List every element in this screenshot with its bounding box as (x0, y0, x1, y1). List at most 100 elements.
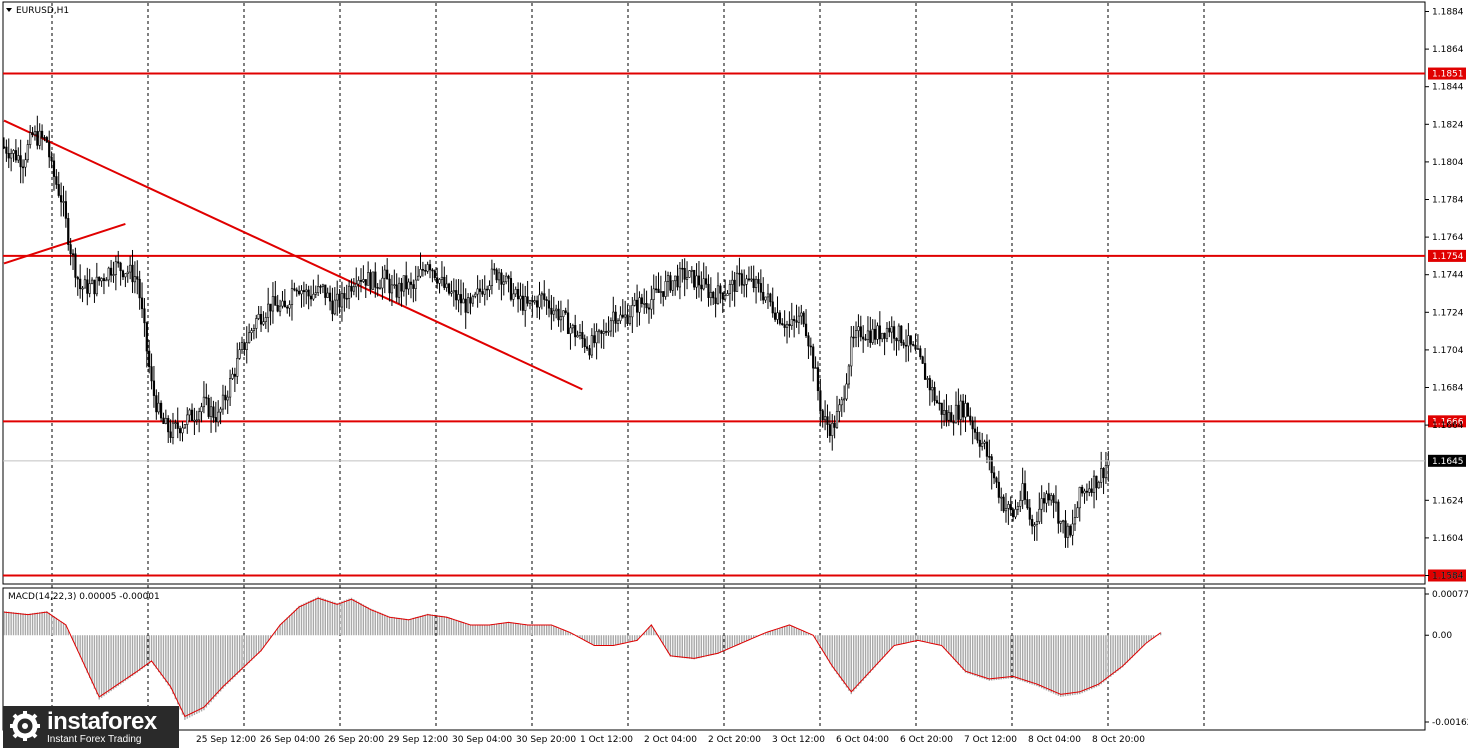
candle-body (233, 373, 236, 377)
candle-body (443, 276, 446, 288)
candle-body (533, 300, 536, 303)
candle-body (995, 477, 998, 483)
trendlines[interactable] (3, 119, 583, 391)
candle-body (962, 400, 965, 418)
candle-body (764, 296, 767, 301)
candle-body (93, 279, 96, 295)
candle-body (740, 273, 743, 286)
candle-body (647, 307, 651, 310)
candle-body (252, 328, 256, 331)
candle-body (550, 307, 553, 315)
candle-body (1095, 475, 1098, 489)
candle-body (1104, 465, 1108, 479)
candle-body (702, 278, 705, 290)
candle-body (500, 272, 503, 285)
candle-body (878, 325, 881, 340)
candle-body (209, 406, 213, 417)
candle-body (507, 275, 510, 279)
candle-body (907, 335, 910, 347)
candle-body (390, 284, 394, 294)
candle-body (747, 278, 751, 281)
title-dropdown-icon[interactable] (6, 8, 12, 12)
candle-body (240, 342, 244, 350)
candle-body (374, 271, 377, 288)
candle-body (721, 292, 724, 300)
candle-body (371, 271, 375, 290)
candle-body (466, 297, 470, 313)
candle-body (947, 412, 950, 421)
candle-body (605, 331, 608, 333)
candle-body (578, 332, 582, 336)
candle-body (397, 282, 401, 298)
candle-body (1097, 482, 1100, 489)
candle-body (345, 297, 348, 300)
time-tick-label: 2 Oct 20:00 (708, 735, 761, 745)
candle-body (819, 390, 822, 411)
time-tick-label: 2 Oct 04:00 (644, 735, 697, 745)
candle-body (407, 281, 410, 290)
candle-body (181, 427, 184, 434)
candle-body (581, 332, 584, 340)
candle-body (821, 410, 824, 421)
candle-body (1057, 501, 1060, 524)
candle-body (754, 278, 758, 289)
candle-body (19, 155, 22, 168)
candle-body (959, 400, 962, 420)
candle-body (417, 275, 420, 281)
candle-body (133, 276, 137, 283)
candle-body (340, 293, 344, 308)
candle-body (616, 320, 620, 324)
candle-body (714, 297, 717, 304)
candle-body (555, 308, 558, 312)
candle-body (716, 285, 720, 304)
candle-body (835, 411, 839, 428)
candle-body (966, 403, 969, 417)
candle-body (100, 278, 103, 282)
candle-body (628, 316, 632, 324)
candle-body (62, 201, 65, 203)
candle-body (126, 271, 129, 274)
candle-body (1028, 507, 1031, 520)
candle-body (445, 283, 448, 288)
candle-body (69, 244, 72, 255)
candle-body (438, 279, 441, 284)
candle-body (952, 421, 955, 424)
candle-body (107, 267, 110, 281)
candle-body (881, 332, 884, 340)
candle-body (276, 305, 279, 312)
price-tick-label: 1.1684 (1432, 384, 1464, 394)
candle-body (850, 336, 853, 367)
horizontal-levels[interactable]: 1.1851 1.1754 1.1666 1.1584 (3, 67, 1466, 582)
candle-body (1047, 493, 1050, 501)
candle-body (576, 335, 579, 338)
candle-body (321, 284, 325, 287)
candle-body (229, 378, 232, 398)
candle-body (124, 273, 127, 278)
candle-body (236, 357, 239, 377)
candle-body (226, 396, 229, 401)
candle-body (162, 417, 165, 424)
candle-body (317, 286, 320, 293)
candle-body (188, 409, 191, 416)
candle-body (771, 301, 774, 314)
candle-body (902, 342, 905, 346)
time-tick-label: 3 Oct 12:00 (772, 735, 825, 745)
candle-body (428, 264, 432, 271)
candle-body (657, 288, 660, 293)
candle-body (866, 330, 870, 340)
candle-body (90, 279, 94, 284)
time-tick-label: 7 Oct 12:00 (964, 735, 1017, 745)
candle-body (64, 201, 67, 219)
candle-body (159, 402, 163, 419)
candle-body (250, 330, 253, 334)
candle-body (738, 272, 741, 275)
candle-body (171, 422, 175, 438)
candle-body (148, 350, 151, 368)
candle-body (816, 367, 820, 392)
candle-body (136, 276, 139, 280)
candle-body (1016, 506, 1019, 510)
candle-body (662, 291, 665, 297)
time-tick-label: 26 Sep 04:00 (260, 735, 320, 745)
candle-body (574, 325, 577, 338)
